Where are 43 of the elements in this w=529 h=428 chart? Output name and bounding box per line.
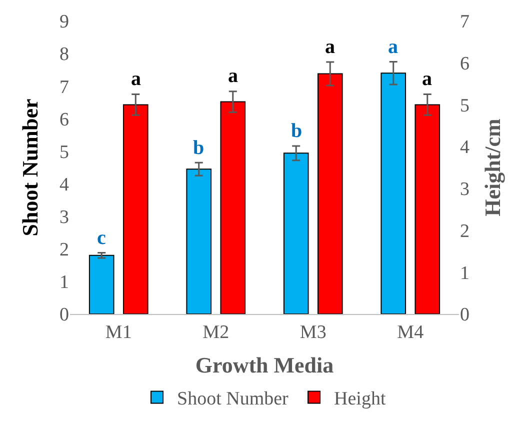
annotation: b (193, 137, 204, 159)
y2-tick-label: 4 (460, 137, 470, 158)
annotation: a (422, 68, 432, 90)
y2-tick-label: 2 (460, 220, 470, 242)
y-tick-label: 7 (60, 76, 69, 98)
x-tick-label: M2 (202, 322, 230, 343)
x-tick-label: M3 (300, 322, 326, 343)
legend-label: Shoot Number (177, 388, 290, 410)
y-tick-label: 0 (60, 304, 69, 326)
annotation: c (97, 227, 106, 249)
x-tick-label: M1 (105, 322, 132, 343)
annotation: a (388, 36, 398, 58)
y-axis-title: Shoot Number (17, 98, 42, 236)
y2-tick-label: 3 (460, 179, 470, 200)
annotation: b (291, 120, 302, 142)
y2-tick-label: 6 (460, 54, 470, 75)
y-tick-label: 4 (60, 174, 70, 196)
y2-axis-title: Height/cm (480, 118, 505, 216)
y-tick-label: 5 (60, 142, 69, 163)
y-tick-label: 2 (60, 240, 69, 261)
bar (220, 101, 246, 314)
y2-tick-label: 1 (460, 262, 470, 284)
bar (317, 73, 343, 314)
bar (186, 168, 212, 314)
y2-tick-label: 0 (460, 304, 470, 326)
annotation: a (325, 36, 335, 58)
y-tick-label: 9 (60, 12, 69, 33)
y2-tick-label: 7 (460, 12, 470, 33)
y2-tick-label: 5 (460, 95, 470, 116)
annotation: a (228, 65, 238, 87)
bar (283, 152, 309, 314)
y-tick-label: 3 (60, 206, 69, 228)
y-tick-label: 1 (60, 272, 69, 294)
bar (88, 254, 114, 314)
legend-label: Height (334, 388, 386, 410)
bar (122, 104, 148, 314)
x-axis-title: Growth Media (195, 352, 334, 378)
bar (414, 104, 440, 314)
x-tick-label: M4 (397, 322, 424, 343)
annotation: a (131, 68, 141, 90)
y-tick-label: 6 (60, 109, 69, 130)
y-tick-label: 8 (60, 44, 69, 66)
bar (380, 72, 406, 314)
